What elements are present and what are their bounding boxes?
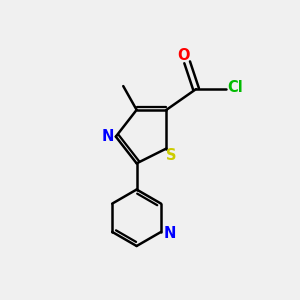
- Text: Cl: Cl: [227, 80, 243, 95]
- Text: O: O: [177, 48, 190, 63]
- Text: N: N: [163, 226, 176, 241]
- Text: N: N: [101, 129, 114, 144]
- Text: S: S: [167, 148, 177, 163]
